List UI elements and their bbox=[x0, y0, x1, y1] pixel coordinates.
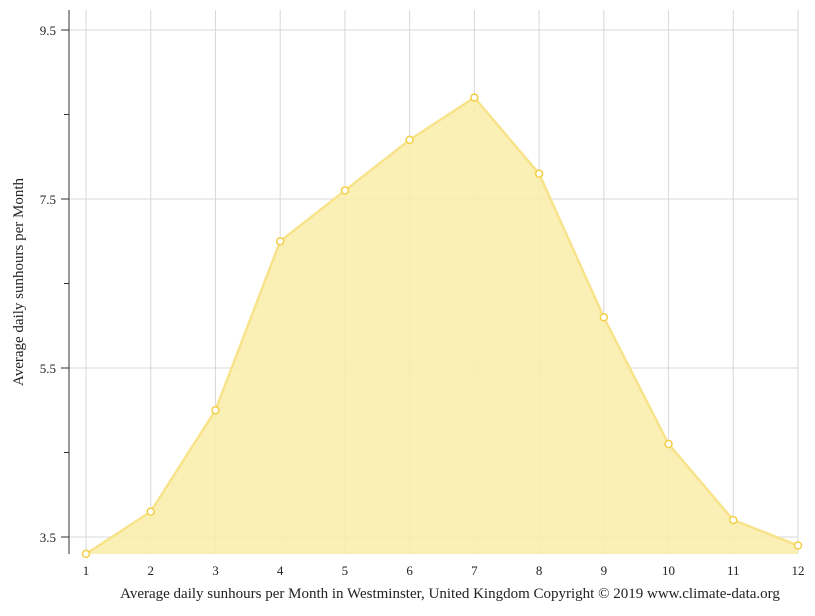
data-point bbox=[599, 313, 609, 322]
data-point bbox=[729, 515, 738, 525]
data-point bbox=[275, 237, 285, 246]
area-fill bbox=[86, 97, 798, 554]
data-point bbox=[81, 549, 91, 559]
x-tick-label: 1 bbox=[83, 563, 90, 578]
data-point bbox=[470, 93, 479, 102]
data-points bbox=[81, 93, 803, 559]
series-line bbox=[85, 95, 799, 555]
y-tick-label: 5.5 bbox=[40, 361, 56, 376]
axes bbox=[61, 10, 70, 554]
y-axis-label: Average daily sunhours per Month bbox=[11, 178, 27, 387]
data-point bbox=[211, 406, 220, 415]
tick-labels: 1 2 3 4 5 6 7 8 9 10 11 123.55.57.59.5 bbox=[40, 23, 805, 578]
x-tick-label: 11 bbox=[727, 563, 740, 578]
data-point bbox=[146, 507, 155, 516]
y-tick-label: 7.5 bbox=[40, 192, 56, 207]
x-tick-label: 7 bbox=[471, 563, 478, 578]
data-point bbox=[405, 135, 414, 145]
y-tick-label: 3.5 bbox=[40, 530, 56, 545]
data-point bbox=[534, 169, 544, 178]
data-point bbox=[664, 439, 673, 449]
x-tick-label: 6 bbox=[406, 563, 413, 578]
x-tick-label: 9 bbox=[601, 563, 608, 578]
x-tick-label: 4 bbox=[277, 563, 284, 578]
data-point bbox=[793, 541, 803, 550]
x-tick-label: 3 bbox=[212, 563, 219, 578]
x-tick-label: 8 bbox=[536, 563, 543, 578]
x-tick-label: 10 bbox=[662, 563, 675, 578]
y-tick-label: 9.5 bbox=[40, 23, 56, 38]
x-tick-label: 5 bbox=[342, 563, 349, 578]
x-axis-label: Average daily sunhours per Month in West… bbox=[120, 586, 780, 602]
x-tick-label: 2 bbox=[147, 563, 154, 578]
x-tick-label: 12 bbox=[792, 563, 805, 578]
data-point bbox=[340, 186, 350, 195]
